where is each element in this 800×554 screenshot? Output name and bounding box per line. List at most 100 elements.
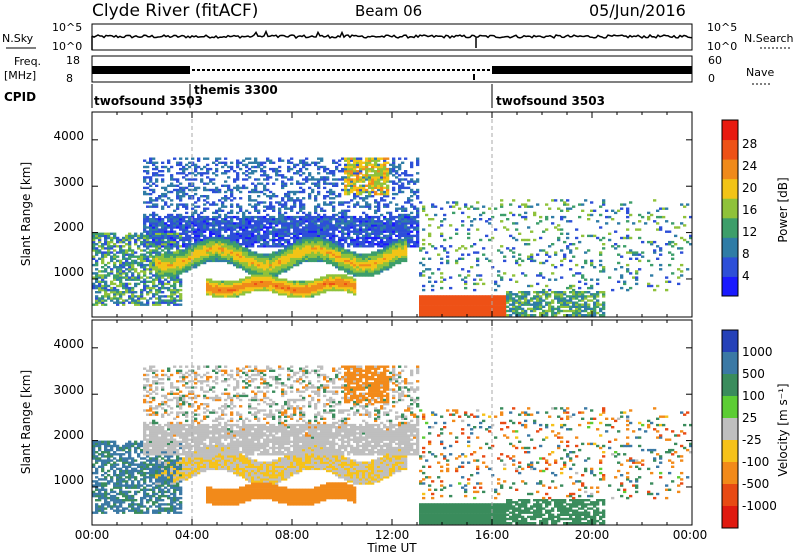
- power-cell: [365, 253, 369, 256]
- power-cell: [497, 309, 501, 313]
- power-cell: [488, 307, 492, 311]
- power-cell: [230, 282, 234, 286]
- power-cell: [401, 259, 405, 263]
- power-cell: [479, 278, 483, 281]
- power-cell: [119, 249, 123, 252]
- power-cell: [545, 259, 549, 263]
- power-cell: [233, 253, 237, 256]
- power-cell: [251, 230, 255, 233]
- power-cell: [305, 213, 309, 217]
- power-cell: [236, 218, 240, 221]
- power-cell: [98, 280, 102, 283]
- power-cell: [533, 211, 537, 215]
- power-cell: [368, 255, 372, 258]
- power-cell: [137, 261, 141, 265]
- power-cell: [191, 261, 195, 265]
- power-cell: [188, 188, 192, 192]
- power-cell: [98, 286, 102, 290]
- power-cell: [248, 224, 252, 227]
- power-cell: [209, 255, 213, 258]
- power-cell: [341, 238, 345, 242]
- power-cell: [137, 301, 141, 304]
- power-cell: [176, 261, 180, 265]
- power-cell: [164, 299, 168, 302]
- power-cell: [242, 222, 246, 225]
- power-cell: [131, 274, 135, 277]
- power-cell: [386, 245, 390, 248]
- power-cell: [443, 247, 447, 250]
- power-cell: [302, 230, 306, 233]
- power-cell: [323, 222, 327, 225]
- power-cell: [221, 222, 225, 225]
- power-cell: [173, 236, 177, 240]
- power-cell: [230, 253, 234, 256]
- power-cell: [317, 218, 321, 221]
- power-cell: [200, 247, 204, 250]
- power-cell: [236, 236, 240, 240]
- power-cell: [467, 215, 471, 219]
- power-cell: [416, 230, 420, 233]
- power-cell: [386, 174, 390, 177]
- power-cell: [551, 272, 555, 275]
- power-cell: [215, 220, 219, 223]
- power-cell: [104, 280, 108, 283]
- power-cell: [242, 240, 246, 244]
- power-cell: [98, 240, 102, 244]
- power-cell: [371, 176, 375, 179]
- power-cell: [401, 178, 405, 181]
- power-cell: [230, 215, 234, 219]
- power-cell: [398, 180, 402, 183]
- power-cell: [440, 311, 444, 315]
- power-cell: [221, 293, 225, 296]
- power-cell: [500, 297, 504, 300]
- power-cell: [227, 245, 231, 248]
- power-cell: [545, 228, 549, 231]
- power-cell: [518, 311, 522, 315]
- power-cell: [470, 305, 474, 308]
- power-cell: [389, 255, 393, 258]
- power-cell: [170, 268, 174, 271]
- power-cell: [209, 291, 213, 294]
- power-cell: [176, 272, 180, 275]
- power-cell: [230, 243, 234, 246]
- power-cell: [461, 311, 465, 315]
- power-cell: [143, 230, 147, 233]
- power-cell: [191, 230, 195, 233]
- power-cell: [320, 215, 324, 219]
- power-cell: [386, 211, 390, 215]
- power-cell: [236, 280, 240, 283]
- power-cell: [347, 176, 351, 179]
- power-cell: [314, 286, 318, 290]
- power-cell: [395, 226, 399, 229]
- power-cell: [392, 159, 396, 162]
- power-cell: [452, 211, 456, 215]
- power-cell: [350, 251, 354, 254]
- power-cell: [467, 297, 471, 300]
- power-cell: [494, 207, 498, 210]
- power-cell: [290, 215, 294, 219]
- power-cell: [374, 220, 378, 223]
- power-cell: [410, 222, 414, 225]
- power-cell: [527, 299, 531, 302]
- power-cell: [146, 268, 150, 271]
- power-cell: [149, 243, 153, 246]
- power-cell: [179, 249, 183, 252]
- power-cell: [122, 286, 126, 290]
- power-cell: [278, 234, 282, 238]
- power-cell: [230, 190, 234, 194]
- power-cell: [365, 240, 369, 244]
- power-cell: [161, 276, 165, 279]
- power-cell: [386, 226, 390, 229]
- power-cell: [383, 215, 387, 219]
- power-cell: [350, 261, 354, 265]
- power-cell: [170, 203, 174, 206]
- power-cell: [233, 251, 237, 254]
- power-cell: [473, 301, 477, 304]
- power-cell: [332, 207, 336, 210]
- power-cell: [278, 157, 282, 160]
- power-cell: [275, 232, 279, 235]
- power-cell: [380, 228, 384, 231]
- power-cell: [104, 293, 108, 296]
- power-cell: [200, 211, 204, 215]
- power-cell: [281, 282, 285, 286]
